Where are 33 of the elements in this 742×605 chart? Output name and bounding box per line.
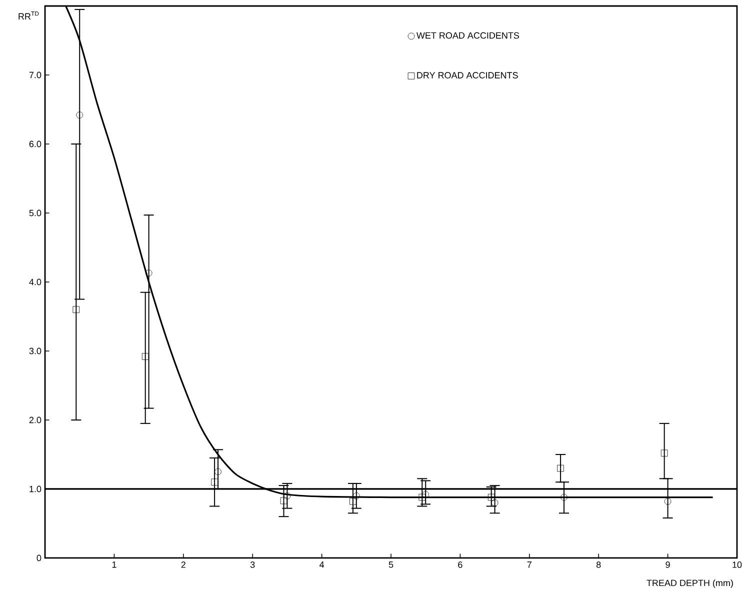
point <box>214 468 222 476</box>
x-tick-label: 3 <box>250 562 255 568</box>
point <box>211 478 218 486</box>
y-tick-label: 4.0 <box>29 278 42 286</box>
x-tick-label: 10 <box>732 562 742 568</box>
y-tick-label: 2.0 <box>29 416 42 424</box>
y-tick-label: 0 <box>36 554 42 562</box>
x-tick-label: 5 <box>388 562 394 568</box>
point <box>76 112 84 118</box>
point <box>664 498 672 505</box>
point <box>557 464 564 472</box>
point <box>491 499 498 506</box>
y-tick-label: 1.0 <box>30 486 42 492</box>
legend-label: DRY ROAD ACCIDENTS <box>417 72 518 78</box>
x-tick-label: 6 <box>458 562 462 568</box>
y-axis-title: RR$^{TD}$ <box>18 12 39 20</box>
x-tick-label: 1 <box>112 562 116 568</box>
y-tick-label: 7.0 <box>29 72 42 78</box>
point <box>660 450 668 457</box>
x-tick-label: 9 <box>666 562 670 568</box>
y-tick-label: 5.0 <box>29 210 42 216</box>
point <box>488 494 495 501</box>
y-tick-label: 3.0 <box>29 348 42 354</box>
x-axis-title: TREAD DEPTH (mm) <box>646 580 733 588</box>
x-tick-label: 8 <box>596 562 601 568</box>
y-tick-label: 6.0 <box>29 140 42 148</box>
point <box>142 353 149 360</box>
legend-label: WET ROAD ACCIDENTS <box>416 32 520 39</box>
point <box>353 492 360 500</box>
x-tick-label: 4 <box>320 562 324 568</box>
point <box>72 306 80 313</box>
x-tick-label: 7 <box>527 562 532 568</box>
x-tick-label: 2 <box>181 562 186 568</box>
